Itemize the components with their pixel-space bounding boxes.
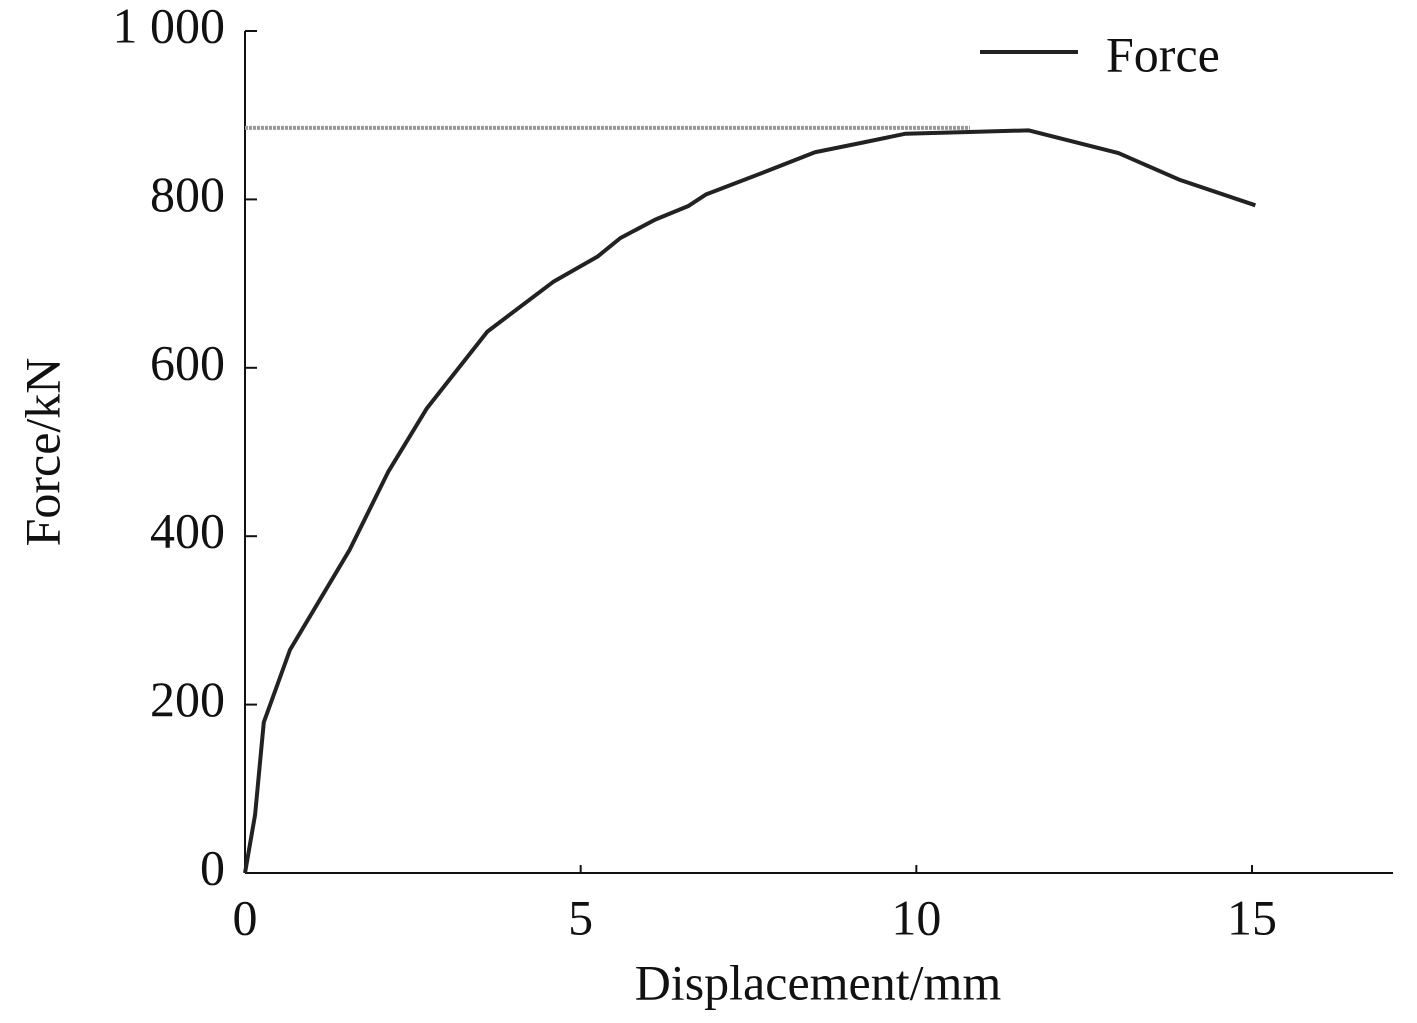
x-axis-label: Displacement/mm: [635, 954, 1002, 1010]
x-tick-label: 15: [1227, 889, 1277, 945]
y-tick-label: 0: [200, 839, 225, 895]
y-tick-label: 200: [150, 671, 225, 727]
y-tick-label: 800: [150, 166, 225, 222]
x-tick-label: 0: [233, 889, 258, 945]
x-tick-label: 10: [891, 889, 941, 945]
y-tick-label: 600: [150, 334, 225, 390]
x-tick-label: 5: [568, 889, 593, 945]
y-tick-label: 400: [150, 503, 225, 559]
y-tick-label: 1 000: [113, 0, 226, 53]
y-axis-label: Force/kN: [14, 358, 70, 547]
data-line: [243, 128, 1257, 874]
legend-label: Force: [1106, 26, 1220, 82]
